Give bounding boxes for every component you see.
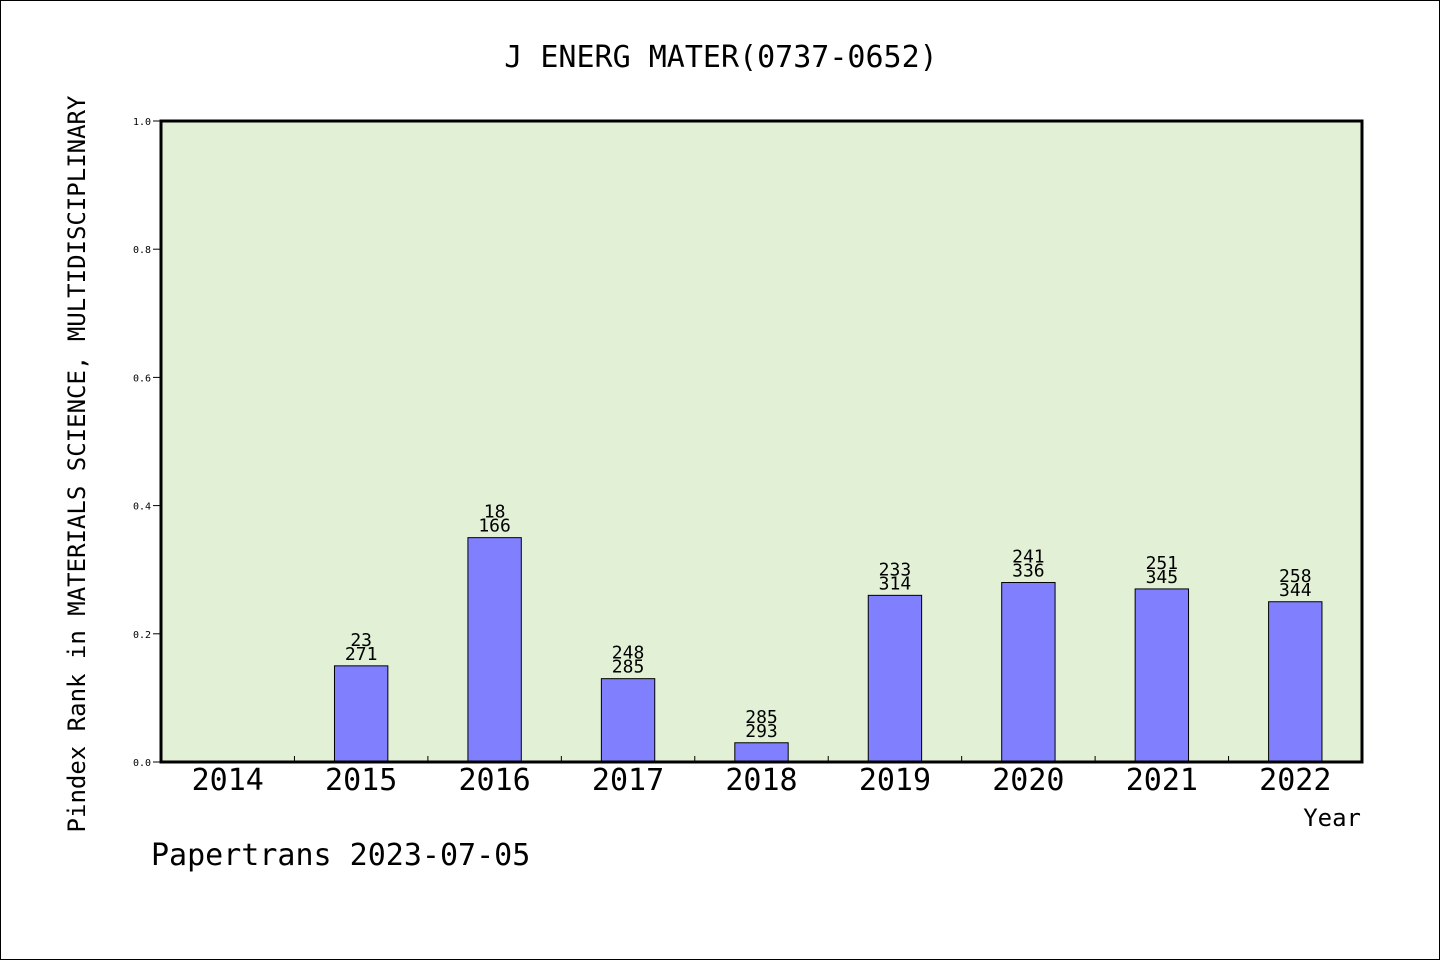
y-tick-label: 0.4 (133, 502, 151, 513)
y-tick-label: 0.2 (133, 630, 151, 641)
x-tick-label: 2014 (192, 763, 264, 798)
x-axis-ticks: 2014 2015 2016 2017 2018 2019 2020 2021 2022 (192, 756, 1331, 798)
bar-total-label: 314 (879, 573, 912, 594)
bar-total-label: 345 (1146, 567, 1179, 588)
x-tick-label: 2015 (325, 763, 397, 798)
bar-rank-label: 233 (879, 559, 912, 580)
y-tick-label: 0.8 (133, 245, 151, 256)
y-tick-label: 1.0 (133, 117, 151, 128)
bar (1268, 601, 1323, 763)
chart-title: J ENERG MATER(0737-0652) (504, 40, 937, 75)
footer-credit: Papertrans 2023-07-05 (151, 838, 530, 873)
x-tick-label: 2018 (725, 763, 797, 798)
bar-total-label: 293 (745, 721, 778, 742)
bar (1134, 588, 1190, 763)
bar (333, 665, 389, 763)
x-tick-label: 2021 (1126, 763, 1198, 798)
y-axis-label: Pindex Rank in MATERIALS SCIENCE, MULTID… (63, 95, 91, 832)
bar-rank-label: 251 (1146, 553, 1179, 574)
bar (1001, 582, 1056, 763)
y-tick-label: 0.0 (133, 758, 151, 769)
plot-border (159, 119, 1364, 764)
bar (467, 537, 522, 763)
bar-rank-label: 285 (745, 707, 778, 728)
x-axis-label: Year (1303, 804, 1361, 832)
bar (734, 742, 789, 763)
y-axis-ticks: 0.0 0.2 0.4 0.6 0.8 1.0 (133, 117, 161, 769)
bar-rank-label: 248 (612, 643, 645, 664)
bars (333, 537, 1323, 763)
bar-total-label: 285 (612, 657, 645, 678)
bar-total-label: 344 (1279, 580, 1312, 601)
bar-rank-label: 258 (1279, 566, 1312, 587)
x-tick-label: 2019 (859, 763, 931, 798)
bar-rank-label: 23 (350, 630, 372, 651)
bar-total-label: 271 (345, 644, 378, 665)
x-tick-label: 2022 (1259, 763, 1331, 798)
bar-total-label: 336 (1012, 561, 1045, 582)
bar (867, 594, 923, 763)
bar-total-label: 166 (478, 516, 511, 537)
x-tick-label: 2020 (992, 763, 1064, 798)
y-tick-label: 0.6 (133, 373, 151, 384)
x-tick-label: 2017 (592, 763, 664, 798)
x-tick-label: 2016 (458, 763, 530, 798)
bar-rank-label: 241 (1012, 547, 1045, 568)
bar-rank-label: 18 (484, 502, 506, 523)
bar (600, 678, 656, 763)
